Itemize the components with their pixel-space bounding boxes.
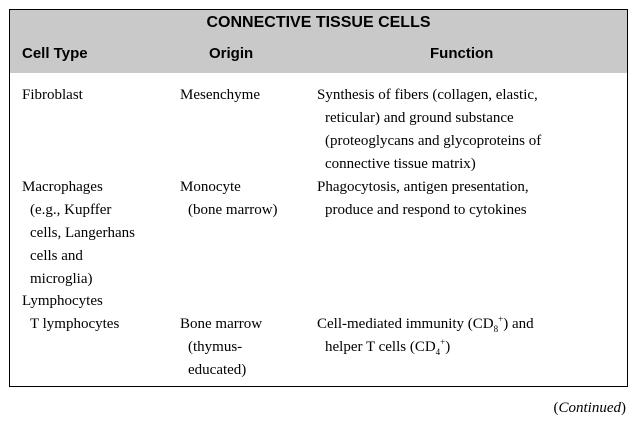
connective-tissue-table: CONNECTIVE TISSUE CELLS Cell Type Origin… [9,9,628,387]
origin-macrophages: Monocyte (bone marrow) [180,179,278,218]
table-header: CONNECTIVE TISSUE CELLS Cell Type Origin… [10,10,627,73]
column-header-cell-type: Cell Type [22,45,88,62]
column-header-origin: Origin [209,45,254,62]
origin-fibroblast: Mesenchyme [180,87,260,103]
continued-note: (Continued) [553,400,627,416]
function-t-lymphocytes: Cell-mediated immunity (CD8+) and helper… [317,313,534,359]
cell-type-macrophages: Macrophages (e.g., Kupffer cells, Langer… [22,179,135,287]
function-line-2: helper T cells (CD4+) [325,337,451,357]
column-header-function: Function [430,45,494,62]
cell-type-lymphocytes: Lymphocytes [22,293,103,309]
origin-t-lymphocytes: Bone marrow (thymus- educated) [180,316,263,378]
cell-type-fibroblast: Fibroblast [22,87,83,103]
table-title: CONNECTIVE TISSUE CELLS [206,14,431,31]
function-fibroblast: Synthesis of fibers (collagen, elastic, … [317,87,542,172]
function-line-1: Cell-mediated immunity (CD8+) and [317,314,534,334]
function-macrophages: Phagocytosis, antigen presentation, prod… [317,179,529,218]
cell-type-t-lymphocytes: T lymphocytes [30,316,120,332]
